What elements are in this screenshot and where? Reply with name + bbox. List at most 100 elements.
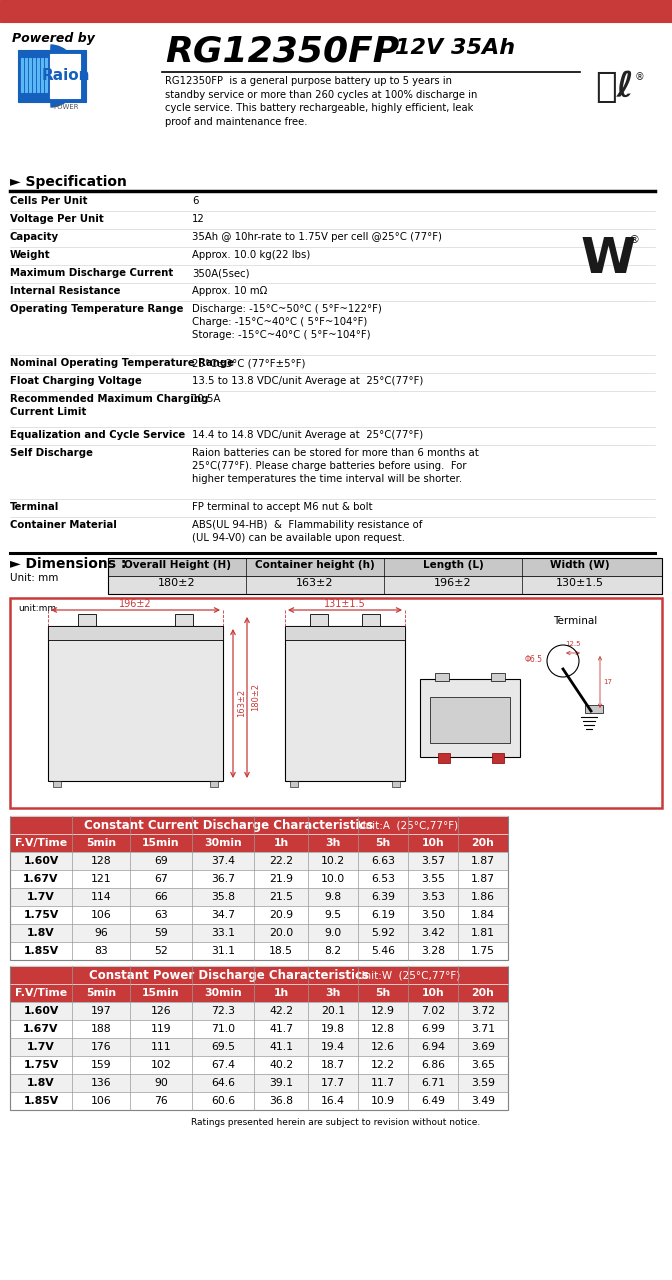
Text: 11.7: 11.7 <box>371 1078 395 1088</box>
Text: 63: 63 <box>154 910 168 920</box>
Bar <box>358 835 408 852</box>
Bar <box>308 1002 358 1020</box>
Text: 18.5: 18.5 <box>269 946 293 956</box>
Text: 30min: 30min <box>204 838 242 847</box>
Text: 3h: 3h <box>325 988 341 998</box>
Bar <box>458 1056 508 1074</box>
Bar <box>458 852 508 870</box>
Text: 176: 176 <box>91 1042 112 1052</box>
Text: Powered by: Powered by <box>12 32 95 45</box>
Text: 30min: 30min <box>204 988 242 998</box>
Text: 128: 128 <box>91 856 112 867</box>
Bar <box>308 870 358 888</box>
Bar <box>285 626 405 640</box>
Text: 69.5: 69.5 <box>211 1042 235 1052</box>
Bar <box>130 984 192 1002</box>
Text: Float Charging Voltage: Float Charging Voltage <box>10 376 142 387</box>
Text: 163±2: 163±2 <box>237 689 246 717</box>
Text: 1.75V: 1.75V <box>24 910 58 920</box>
Bar <box>45 58 47 92</box>
Bar <box>72 906 130 924</box>
Bar <box>408 984 458 1002</box>
Text: 21.9: 21.9 <box>269 874 293 884</box>
Bar <box>458 924 508 942</box>
Text: 10.0: 10.0 <box>321 874 345 884</box>
Text: ®: ® <box>628 236 639 244</box>
Text: 10.2: 10.2 <box>321 856 345 867</box>
Bar <box>254 1020 308 1038</box>
Text: RG12350FP: RG12350FP <box>165 35 399 68</box>
Text: 10.5A: 10.5A <box>192 394 221 404</box>
Bar <box>18 50 86 102</box>
Bar <box>10 906 72 924</box>
Bar <box>358 984 408 1002</box>
Text: 3.72: 3.72 <box>471 1006 495 1016</box>
Text: 3.50: 3.50 <box>421 910 445 920</box>
Bar <box>10 966 508 1110</box>
Bar <box>192 1020 254 1038</box>
Text: 5min: 5min <box>86 988 116 998</box>
Text: 76: 76 <box>154 1096 168 1106</box>
Bar <box>21 58 23 92</box>
Bar <box>254 888 308 906</box>
Bar <box>10 870 72 888</box>
Bar <box>254 835 308 852</box>
Bar <box>10 1002 72 1020</box>
Bar <box>10 1056 72 1074</box>
Text: 197: 197 <box>91 1006 112 1016</box>
Text: Approx. 10.0 kg(22 lbs): Approx. 10.0 kg(22 lbs) <box>192 250 310 260</box>
Text: Capacity: Capacity <box>10 232 59 242</box>
Bar <box>308 1038 358 1056</box>
Bar <box>408 1092 458 1110</box>
Text: Self Discharge: Self Discharge <box>10 448 93 458</box>
Bar <box>308 1020 358 1038</box>
Bar <box>408 870 458 888</box>
Text: Container height (h): Container height (h) <box>255 561 375 570</box>
Text: 33.1: 33.1 <box>211 928 235 938</box>
Text: 126: 126 <box>151 1006 171 1016</box>
Text: 34.7: 34.7 <box>211 910 235 920</box>
Text: 6.19: 6.19 <box>371 910 395 920</box>
Text: 20h: 20h <box>472 838 495 847</box>
Bar <box>358 870 408 888</box>
Text: ► Dimensions :: ► Dimensions : <box>10 557 126 571</box>
Bar <box>308 852 358 870</box>
Bar <box>130 1038 192 1056</box>
Text: Length (L): Length (L) <box>423 561 483 570</box>
Text: Container Material: Container Material <box>10 520 117 530</box>
Bar <box>308 906 358 924</box>
Bar <box>192 924 254 942</box>
Bar <box>358 888 408 906</box>
Bar <box>72 1092 130 1110</box>
Bar <box>192 835 254 852</box>
Text: 59: 59 <box>154 928 168 938</box>
Bar <box>72 888 130 906</box>
Bar <box>358 1020 408 1038</box>
Text: 22.2: 22.2 <box>269 856 293 867</box>
Text: 3.28: 3.28 <box>421 946 445 956</box>
Text: 6.49: 6.49 <box>421 1096 445 1106</box>
Bar <box>408 1038 458 1056</box>
Bar <box>358 1092 408 1110</box>
Bar <box>358 942 408 960</box>
Bar <box>420 678 520 756</box>
Bar <box>358 1038 408 1056</box>
Text: 9.5: 9.5 <box>325 910 341 920</box>
Bar <box>192 906 254 924</box>
Bar <box>192 888 254 906</box>
Text: 10h: 10h <box>421 988 444 998</box>
Text: Internal Resistance: Internal Resistance <box>10 285 120 296</box>
Bar <box>10 942 72 960</box>
Text: W: W <box>581 236 636 283</box>
Text: 9.0: 9.0 <box>325 928 341 938</box>
Text: 6.53: 6.53 <box>371 874 395 884</box>
Text: 19.4: 19.4 <box>321 1042 345 1052</box>
Text: 102: 102 <box>151 1060 171 1070</box>
Bar <box>0 0 672 22</box>
Bar <box>130 1074 192 1092</box>
Bar <box>254 906 308 924</box>
Text: 121: 121 <box>91 874 112 884</box>
Bar <box>408 924 458 942</box>
Bar <box>72 984 130 1002</box>
Text: 12.8: 12.8 <box>371 1024 395 1034</box>
